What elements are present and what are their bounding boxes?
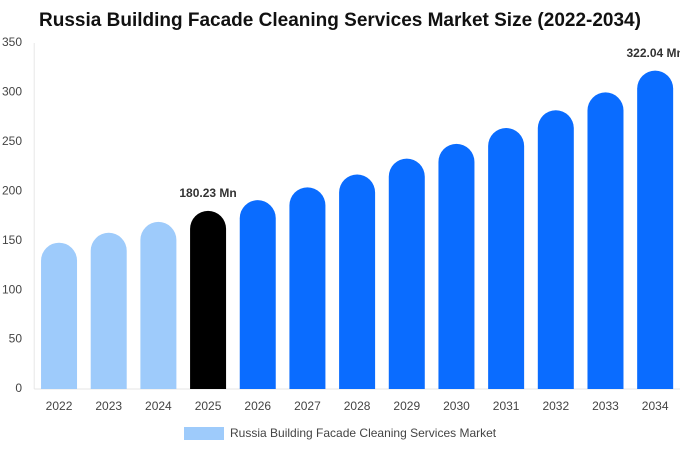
bar (41, 242, 78, 389)
bar (239, 200, 276, 389)
legend-swatch (184, 427, 224, 440)
bar (537, 110, 574, 390)
bar (388, 158, 425, 389)
value-label: 180.23 Mn (179, 186, 236, 200)
bar (289, 187, 326, 389)
y-tick-label: 50 (9, 332, 23, 346)
chart-title: Russia Building Facade Cleaning Services… (39, 10, 641, 31)
y-tick-label: 100 (2, 282, 22, 296)
y-tick-label: 150 (2, 233, 22, 247)
y-tick-label: 300 (2, 85, 22, 99)
y-tick-label: 0 (15, 381, 22, 395)
bar (488, 128, 525, 390)
bar (140, 221, 177, 389)
x-tick-label: 2027 (294, 399, 321, 413)
bar (90, 232, 127, 389)
bar (637, 70, 674, 390)
bar (339, 174, 376, 389)
bar (587, 92, 624, 389)
x-tick-label: 2031 (493, 399, 520, 413)
x-tick-label: 2033 (592, 399, 619, 413)
bar (190, 210, 227, 389)
x-tick-label: 2029 (393, 399, 420, 413)
y-tick-label: 350 (2, 35, 22, 49)
x-tick-label: 2030 (443, 399, 470, 413)
bar (438, 143, 475, 389)
value-label: 322.04 Mn (626, 46, 680, 60)
x-tick-label: 2024 (145, 399, 172, 413)
x-tick-label: 2023 (95, 399, 122, 413)
legend-label: Russia Building Facade Cleaning Services… (230, 426, 497, 440)
x-tick-label: 2022 (46, 399, 73, 413)
x-tick-label: 2034 (642, 399, 669, 413)
x-tick-label: 2026 (244, 399, 271, 413)
y-tick-label: 250 (2, 134, 22, 148)
x-tick-label: 2032 (542, 399, 569, 413)
x-tick-label: 2025 (195, 399, 222, 413)
y-tick-label: 200 (2, 183, 22, 197)
x-tick-label: 2028 (344, 399, 371, 413)
